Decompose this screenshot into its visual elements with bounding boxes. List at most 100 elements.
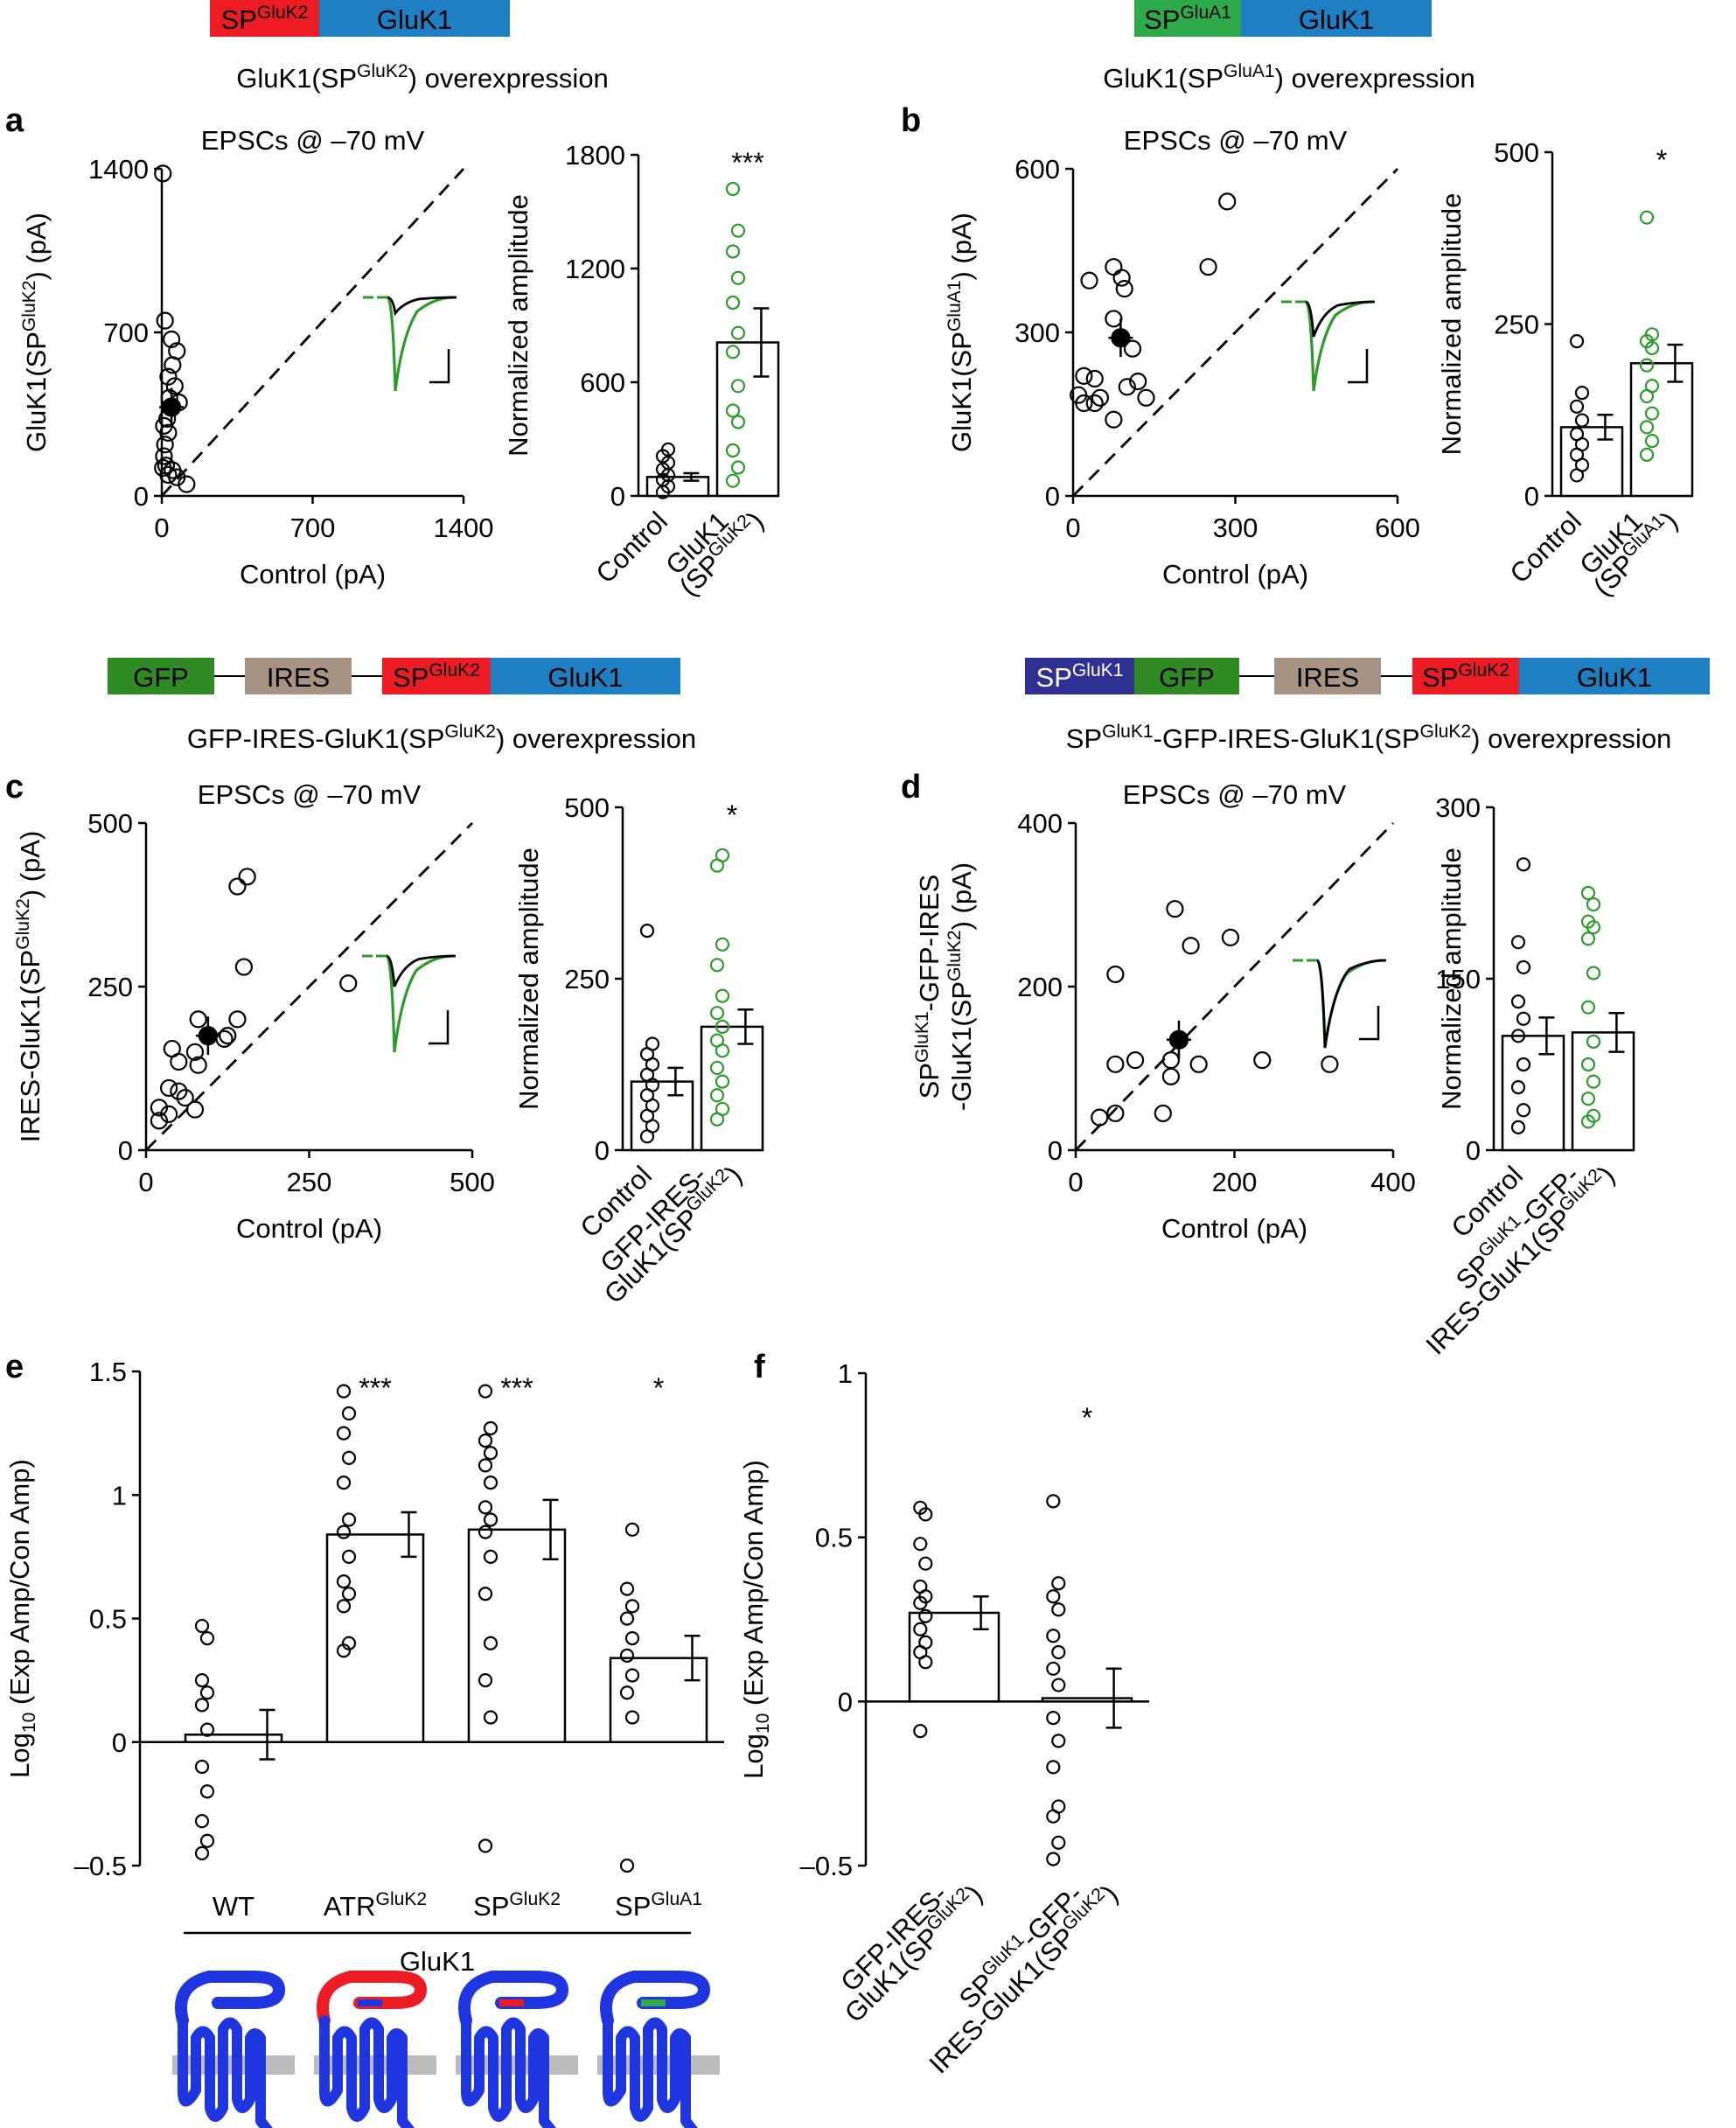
data-point — [619, 1648, 635, 1663]
data-point — [238, 868, 256, 886]
label-part: ) overexpression — [1471, 723, 1671, 754]
label-part: ) (pA) — [946, 213, 977, 281]
data-point — [1046, 1494, 1061, 1509]
scale-bar — [429, 349, 450, 384]
data-point — [478, 1433, 493, 1448]
data-point — [228, 877, 247, 896]
data-point — [709, 1088, 725, 1103]
data-point — [1639, 447, 1655, 462]
scatter-panel-a: 0 700 1400 0 700 1400 EPSCs @ –70 mV Control (p… — [88, 125, 493, 590]
data-point — [1639, 210, 1655, 225]
extracellular-domain — [175, 1971, 286, 2027]
transmembrane-domain — [461, 2015, 556, 2128]
data-point — [1644, 379, 1660, 394]
bar-e-y-tick-label: –0.5 — [74, 1851, 127, 1881]
gluk1-block — [319, 0, 510, 37]
data-point — [199, 1630, 215, 1646]
panel-b-title: GluK1(SPGluA1) overexpression — [1103, 61, 1475, 94]
bar — [467, 1528, 567, 1744]
label-part: -GFP-IRES — [914, 875, 945, 1012]
sp-glua1-label: SPGluA1 — [1144, 3, 1231, 35]
transmembrane-domain — [319, 2015, 415, 2128]
data-point — [1051, 1678, 1066, 1692]
data-point — [164, 356, 182, 374]
data-point — [1154, 1104, 1172, 1123]
scatter-panel-d: 0 200 400 0 200 400 EPSCs @ –70 mV Control (pA) — [1017, 779, 1416, 1244]
data-point — [336, 1476, 352, 1490]
data-point — [1161, 1067, 1181, 1085]
data-point — [1516, 857, 1531, 872]
panel-a-title: GluK1(SPGluK2) overexpression — [236, 61, 609, 94]
data-point — [170, 1052, 188, 1071]
gluk1-block — [491, 658, 680, 694]
data-point — [725, 403, 741, 418]
data-point — [1189, 1055, 1208, 1073]
trace-experimental — [386, 296, 455, 392]
bar — [325, 1533, 425, 1743]
label-part: 10 — [753, 1713, 773, 1734]
data-point — [215, 1029, 234, 1048]
y-tick-label: 500 — [87, 808, 133, 839]
bar-e-y-tick-label: 0 — [112, 1727, 127, 1758]
data-point — [624, 1522, 640, 1537]
data-point — [483, 1636, 498, 1650]
scale-bar — [1359, 1006, 1380, 1041]
data-point — [1580, 1000, 1596, 1015]
significance-mark: *** — [731, 147, 763, 178]
label-part: GluA1 — [1224, 61, 1275, 81]
data-point — [341, 1549, 357, 1564]
scatter-c-y-label: IRES-GluK1(SPGluK2) (pA) — [13, 831, 45, 1143]
label-part: GluK1(SP — [946, 331, 977, 452]
label-part: GluK2 — [376, 1889, 428, 1909]
bar-e-y-tick-label: 1.5 — [89, 1357, 127, 1387]
x-tick-label: 0 — [138, 1167, 153, 1197]
data-point — [341, 1587, 357, 1601]
y-tick-label: 0 — [118, 1135, 133, 1166]
data-point — [913, 1500, 928, 1515]
trace-control — [387, 296, 457, 317]
y-axis-label: Normalized amplitude — [503, 194, 533, 457]
label-part: GluK2 — [357, 61, 408, 81]
bar-a-y-tick-label: 0 — [610, 481, 625, 512]
label-part: ) overexpression — [1275, 63, 1475, 94]
data-point — [478, 1384, 493, 1399]
data-point — [1586, 897, 1601, 912]
data-point — [725, 295, 741, 310]
bar-panel-b: 0 250 500 * Normalized amplitude — [1436, 137, 1694, 512]
bar-f-y-tick-label: 0.5 — [815, 1523, 853, 1553]
transmembrane-domain — [603, 2015, 698, 2128]
label-part: Log — [4, 1733, 35, 1778]
data-point — [1046, 1661, 1061, 1676]
data-point — [1574, 386, 1590, 401]
receptor-cartoon — [314, 1971, 436, 2128]
label-part: GluA1 — [1180, 3, 1231, 23]
data-point — [165, 377, 184, 395]
data-point — [1129, 373, 1147, 391]
significance-mark: *** — [500, 1372, 533, 1404]
bar — [700, 1025, 764, 1152]
data-point — [715, 988, 730, 1003]
bar-b-y-tick-label: 500 — [1494, 137, 1539, 168]
data-point — [725, 181, 741, 197]
data-point — [194, 1845, 210, 1860]
significance-mark: * — [1656, 144, 1667, 176]
gluk1-label: GluK1 — [1577, 662, 1652, 693]
extracellular-domain — [458, 1971, 569, 2027]
label-part: WT — [213, 1891, 254, 1922]
label-part: SP — [914, 1063, 945, 1099]
label-part: GluA1 — [945, 281, 965, 332]
data-point — [178, 475, 196, 493]
data-point — [185, 1100, 205, 1119]
bar-a-y-tick-label: 1800 — [565, 140, 625, 171]
bar-b-y-tick-label: 0 — [1524, 481, 1539, 512]
data-point — [1580, 914, 1596, 929]
data-point — [194, 1698, 210, 1713]
label-part: Control — [590, 506, 673, 589]
data-point — [715, 937, 730, 952]
label-part: IRES-GluK1(SP — [15, 950, 45, 1143]
data-point — [1516, 959, 1531, 975]
data-point — [730, 325, 746, 340]
data-point — [336, 1384, 352, 1399]
data-point — [1569, 399, 1585, 414]
